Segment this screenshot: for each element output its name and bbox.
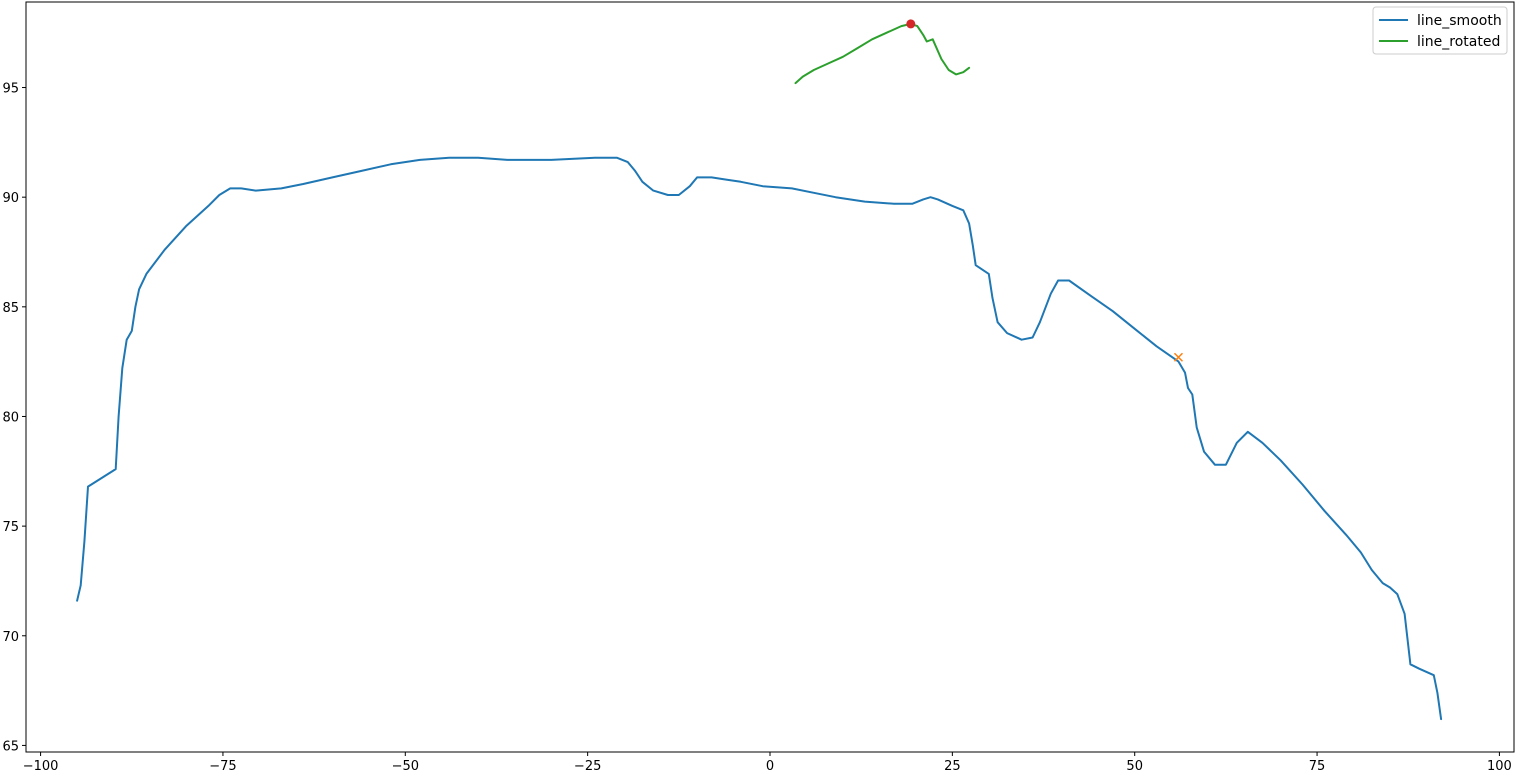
series-line-smooth xyxy=(76,156,1443,721)
x-tick-label: −100 xyxy=(23,759,59,772)
x-tick-label: −75 xyxy=(209,759,236,772)
x-tick-label: −50 xyxy=(392,759,419,772)
marker-dot xyxy=(906,19,916,29)
legend: line_smooth line_rotated xyxy=(1372,6,1508,55)
legend-label-rotated: line_rotated xyxy=(1417,34,1500,50)
marker-x xyxy=(1173,352,1184,362)
y-tick-label: 85 xyxy=(2,301,19,316)
x-tick-label: 100 xyxy=(1487,759,1512,772)
x-tick-label: 25 xyxy=(944,759,961,772)
legend-label-smooth: line_smooth xyxy=(1417,13,1502,29)
y-tick-label: 95 xyxy=(2,82,19,97)
plot-area xyxy=(25,1,1515,753)
y-axis-ticks: 65 70 75 80 85 90 95 xyxy=(2,82,26,754)
x-tick-label: −25 xyxy=(574,759,601,772)
y-tick-label: 70 xyxy=(2,630,19,645)
x-tick-label: 0 xyxy=(766,759,774,772)
y-tick-label: 65 xyxy=(2,739,19,754)
y-tick-label: 90 xyxy=(2,191,19,206)
y-tick-label: 80 xyxy=(2,410,19,425)
x-tick-label: 75 xyxy=(1309,759,1326,772)
legend-box xyxy=(1372,6,1508,55)
x-tick-label: 50 xyxy=(1126,759,1143,772)
y-tick-label: 75 xyxy=(2,520,19,535)
x-axis-ticks: −100 −75 −50 −25 0 25 50 75 100 xyxy=(23,752,1512,772)
marker-layer xyxy=(906,19,1184,362)
